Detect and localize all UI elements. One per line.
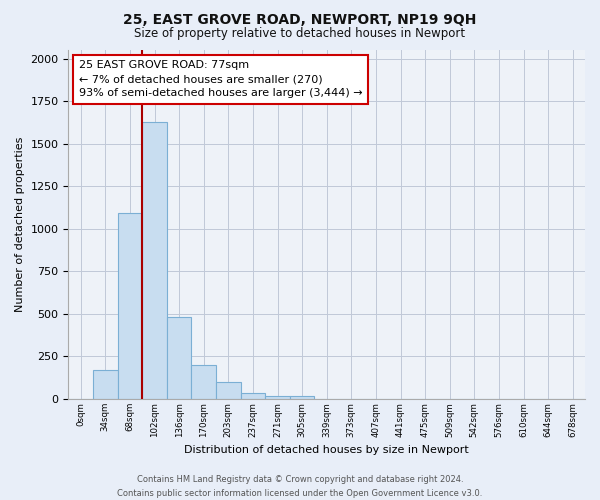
Text: 25 EAST GROVE ROAD: 77sqm
← 7% of detached houses are smaller (270)
93% of semi-: 25 EAST GROVE ROAD: 77sqm ← 7% of detach… (79, 60, 362, 98)
Y-axis label: Number of detached properties: Number of detached properties (15, 137, 25, 312)
Bar (118, 212, 142, 399)
Bar (241, 393, 265, 399)
Text: Contains HM Land Registry data © Crown copyright and database right 2024.
Contai: Contains HM Land Registry data © Crown c… (118, 476, 482, 498)
Bar (265, 396, 290, 399)
Bar (216, 382, 241, 399)
Text: 25, EAST GROVE ROAD, NEWPORT, NP19 9QH: 25, EAST GROVE ROAD, NEWPORT, NP19 9QH (124, 12, 476, 26)
Bar (191, 365, 216, 399)
Bar (167, 318, 191, 399)
Text: Size of property relative to detached houses in Newport: Size of property relative to detached ho… (134, 28, 466, 40)
Bar (290, 396, 314, 399)
Bar (93, 370, 118, 399)
Bar (142, 122, 167, 399)
X-axis label: Distribution of detached houses by size in Newport: Distribution of detached houses by size … (184, 445, 469, 455)
